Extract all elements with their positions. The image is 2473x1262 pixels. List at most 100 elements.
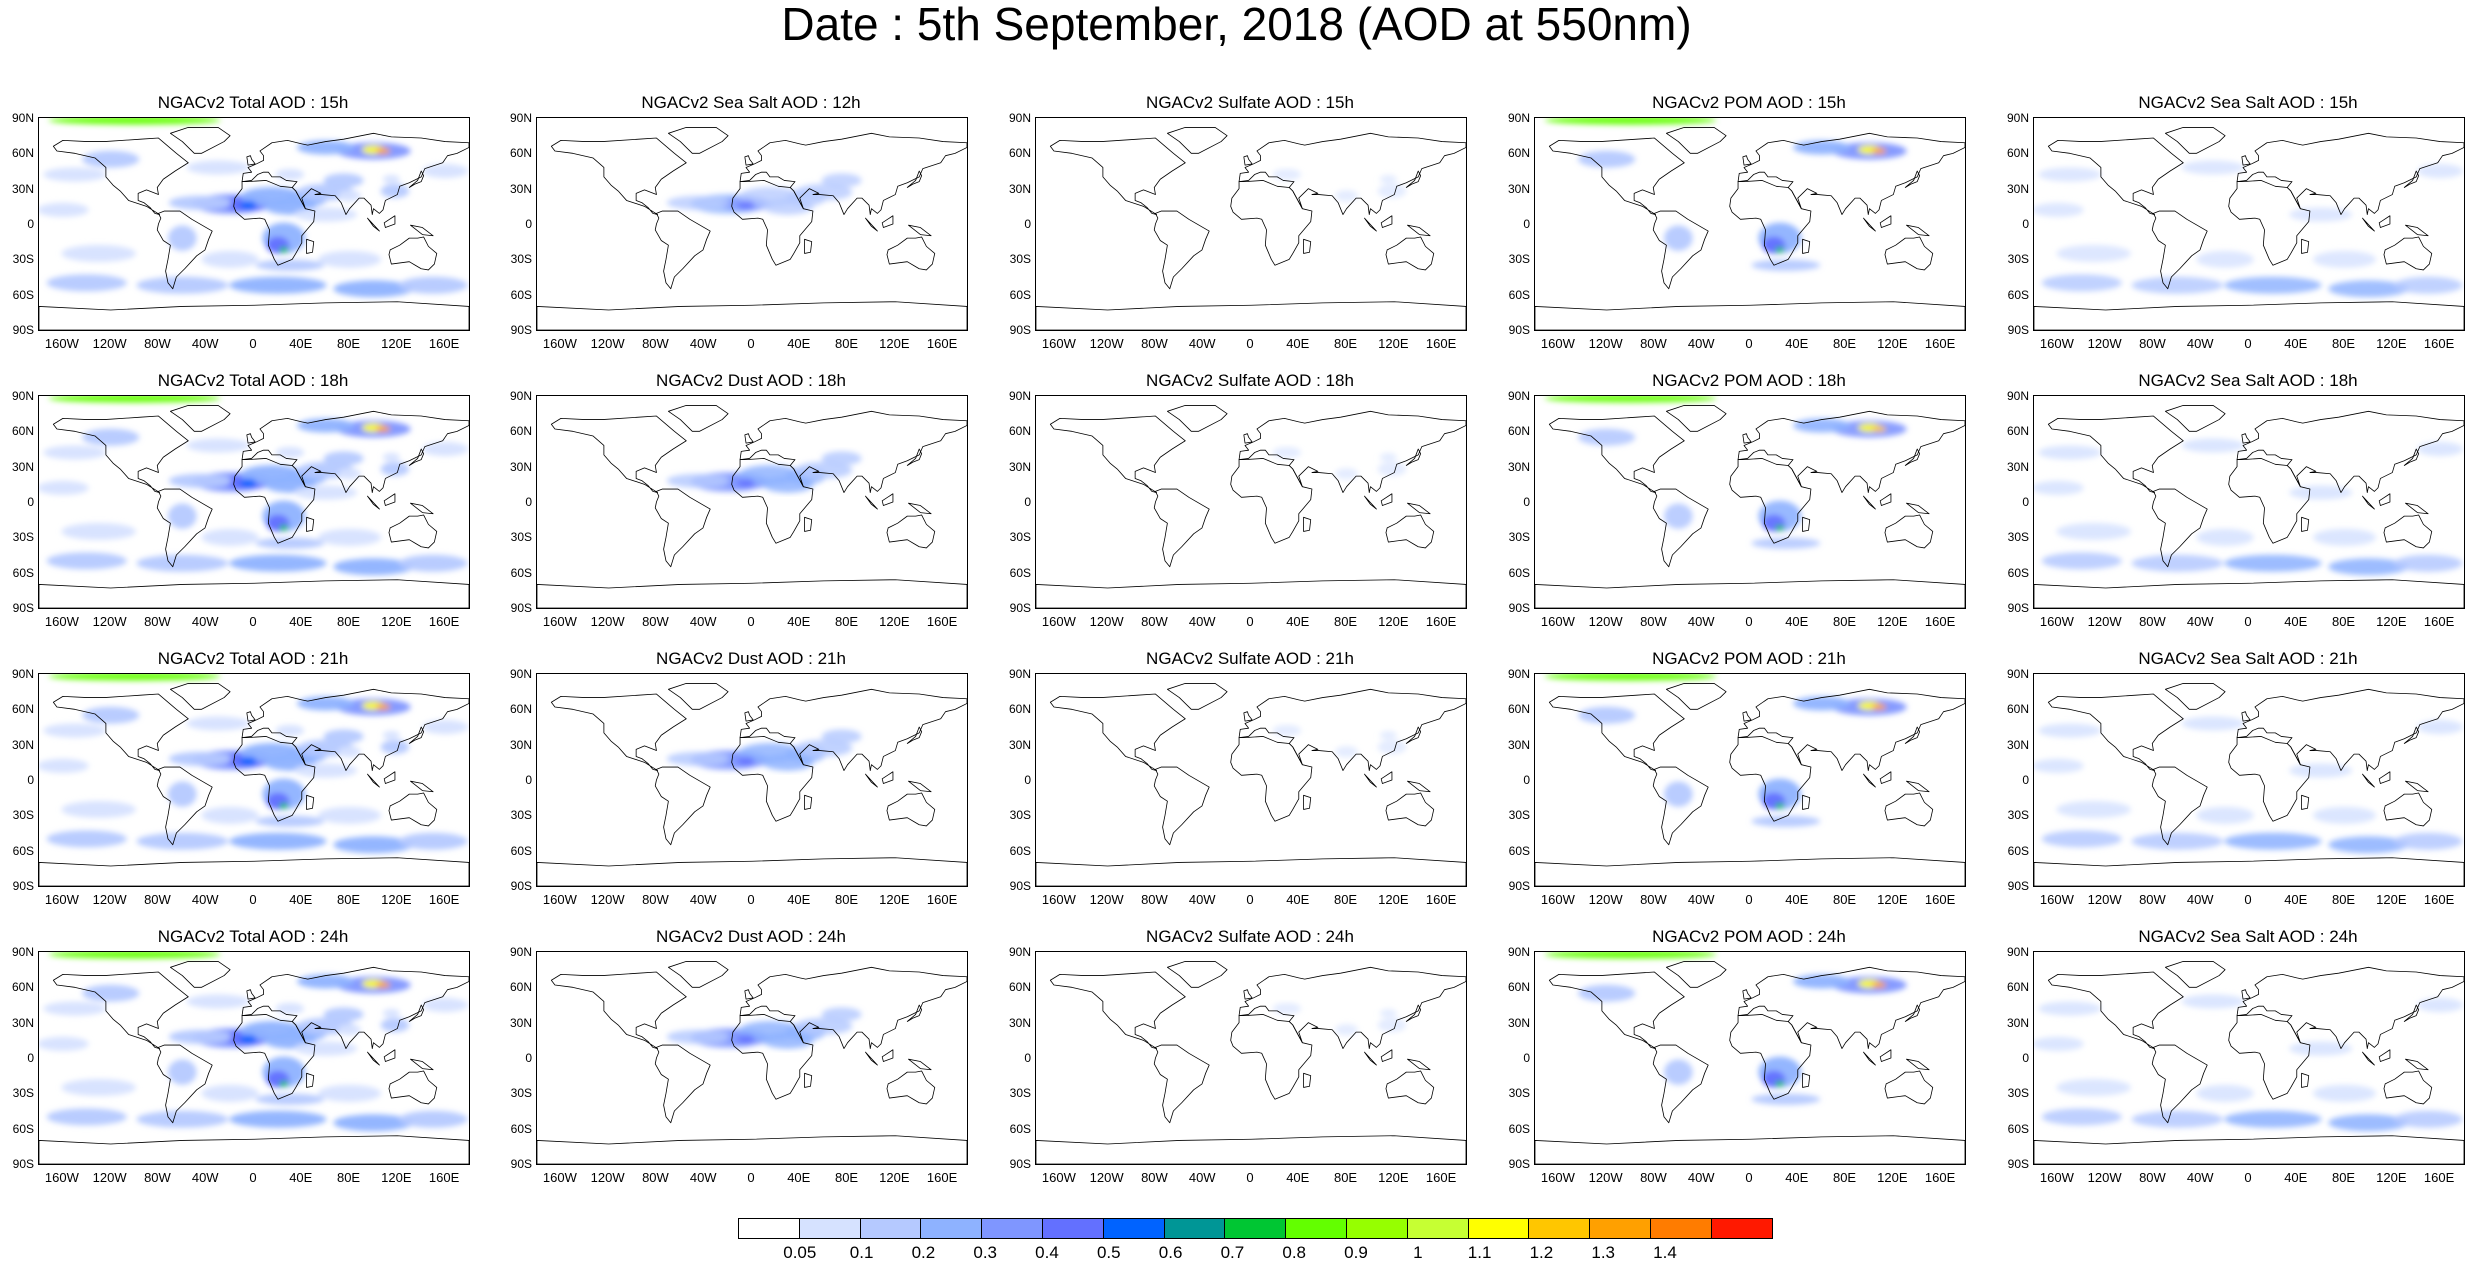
aerosol-plume (255, 537, 325, 549)
longitude-tick-label: 80W (2139, 892, 2166, 907)
coastline (1904, 170, 1921, 188)
colorbar-tick-label: 0.2 (911, 1243, 936, 1262)
map-panel: NGACv2 Sea Salt AOD : 18h 90N 60N 30N 0 30S 60… (2007, 278, 2473, 629)
aerosol-plume (201, 528, 259, 546)
longitude-tick-label: 160E (1924, 1170, 1956, 1185)
coastlines (1535, 127, 1965, 330)
coastline (1407, 224, 1431, 237)
aerosol-plume (338, 1024, 362, 1036)
longitude-tick-label: 80W (2139, 614, 2166, 629)
aerosol-plume (1751, 259, 1821, 271)
aerosol-plume (2393, 276, 2463, 294)
colorbar-tick-label: 1.2 (1529, 1243, 1554, 1262)
aerosol-plume (795, 1017, 853, 1035)
longitude-tick-label: 0 (249, 892, 257, 907)
aerosol-plume (2289, 763, 2353, 778)
coastline (39, 1135, 469, 1164)
coastline (408, 1004, 425, 1022)
coastline (2236, 688, 2464, 771)
latitude-tick-label: 30N (11, 459, 34, 474)
aerosol-plume (422, 441, 469, 457)
longitude-tick-label: 160W (1540, 614, 1575, 629)
aerosol-plume (2131, 1110, 2224, 1128)
latitude-tick-label: 0 (2022, 1051, 2029, 1065)
coastline (1802, 238, 1811, 254)
aerosol-plume (380, 461, 410, 477)
aerosol-plume (61, 244, 136, 262)
latitude-tick-label: 90S (12, 1157, 34, 1171)
latitude-tick-label: 60S (510, 1121, 532, 1136)
coastline (1405, 726, 1422, 744)
map-panel: NGACv2 Sea Salt AOD : 21h 90N 60N 30N 0 30S 60… (2007, 556, 2473, 907)
map-panel: NGACv2 Dust AOD : 21h 90N 60N 30N 0 30S 60S 90S… (510, 556, 1036, 907)
longitude-tick-label: 40W (191, 336, 219, 351)
coastline (1742, 989, 1752, 1000)
coastline (1906, 502, 1930, 515)
figure-title: Date : 5th September, 2018 (AOD at 550nm… (781, 0, 1692, 50)
coastline (2047, 971, 2184, 1049)
longitude-tick-label: 80E (336, 614, 361, 629)
aerosol-plume (398, 276, 468, 294)
aerosol-plume (229, 276, 327, 294)
coastline (1904, 726, 1921, 744)
latitude-tick-label: 60S (510, 565, 532, 580)
aerosol-plume (1664, 503, 1693, 529)
map-frame (1035, 117, 1467, 331)
latitude-tick-label: 60S (2007, 1121, 2029, 1136)
longitude-tick-label: 0 (1246, 892, 1254, 907)
aerosol-plume (2041, 830, 2122, 848)
aerosol-field (2034, 994, 2464, 1132)
longitude-tick-label: 80W (1640, 1170, 1667, 1185)
aerosol-plume (323, 451, 364, 466)
aerosol-field (1544, 118, 1907, 271)
longitude-tick-label: 80W (1141, 892, 1168, 907)
colorbar-swatch (1163, 1218, 1226, 1239)
aerosol-plume (1379, 453, 1397, 462)
aerosol-plume (1377, 461, 1407, 477)
coastline (1652, 488, 1709, 568)
latitude-tick-label: 30S (1508, 252, 1530, 267)
latitude-tick-label: 30N (1008, 737, 1031, 752)
aerosol-plume (2417, 997, 2464, 1013)
coastline (169, 127, 231, 154)
latitude-tick-label: 30N (2006, 737, 2029, 752)
aerosol-plume (2181, 438, 2245, 453)
colorbar-swatch (1285, 1218, 1347, 1239)
colorbar-tick-label: 1.3 (1591, 1243, 1615, 1262)
longitude-tick-label: 40E (2284, 1170, 2308, 1185)
coastline (2405, 224, 2429, 237)
coastline (550, 971, 687, 1049)
aerosol-plume (2393, 1110, 2463, 1128)
aerosol-plume (2056, 244, 2131, 262)
coastline (1652, 766, 1709, 846)
latitude-tick-label: 30S (1508, 1086, 1530, 1101)
coastline (367, 1051, 380, 1066)
latitude-tick-label: 0 (27, 217, 34, 231)
longitude-tick-label: 160W (542, 614, 577, 629)
aerosol-plume (1578, 428, 1636, 446)
panel-title: NGACv2 Dust AOD : 21h (656, 649, 846, 668)
latitude-tick-label: 90S (12, 323, 34, 337)
coastline (1380, 215, 1393, 228)
longitude-tick-label: 160W (2039, 336, 2074, 351)
coastline (1884, 792, 1934, 827)
aerosol-plume (2038, 167, 2102, 182)
panel-title: NGACv2 Total AOD : 15h (157, 93, 349, 112)
coastline (1036, 579, 1466, 608)
longitude-tick-label: 80E (834, 892, 859, 907)
latitude-tick-label: 90N (11, 945, 34, 959)
coastline (1230, 736, 1313, 822)
longitude-tick-label: 120E (2376, 614, 2407, 629)
latitude-tick-label: 0 (2022, 495, 2029, 509)
longitude-tick-label: 80W (1640, 336, 1667, 351)
world-map (39, 952, 469, 1164)
aerosol-field (39, 396, 469, 576)
coastline (1303, 238, 1312, 254)
coastline (1385, 514, 1435, 549)
aerosol-plume (737, 1034, 755, 1044)
aerosol-plume (318, 1084, 382, 1102)
coastlines (1535, 683, 1965, 886)
aerosol-plume (2417, 719, 2464, 735)
latitude-tick-label: 90N (2006, 667, 2029, 681)
coastline (908, 502, 932, 515)
